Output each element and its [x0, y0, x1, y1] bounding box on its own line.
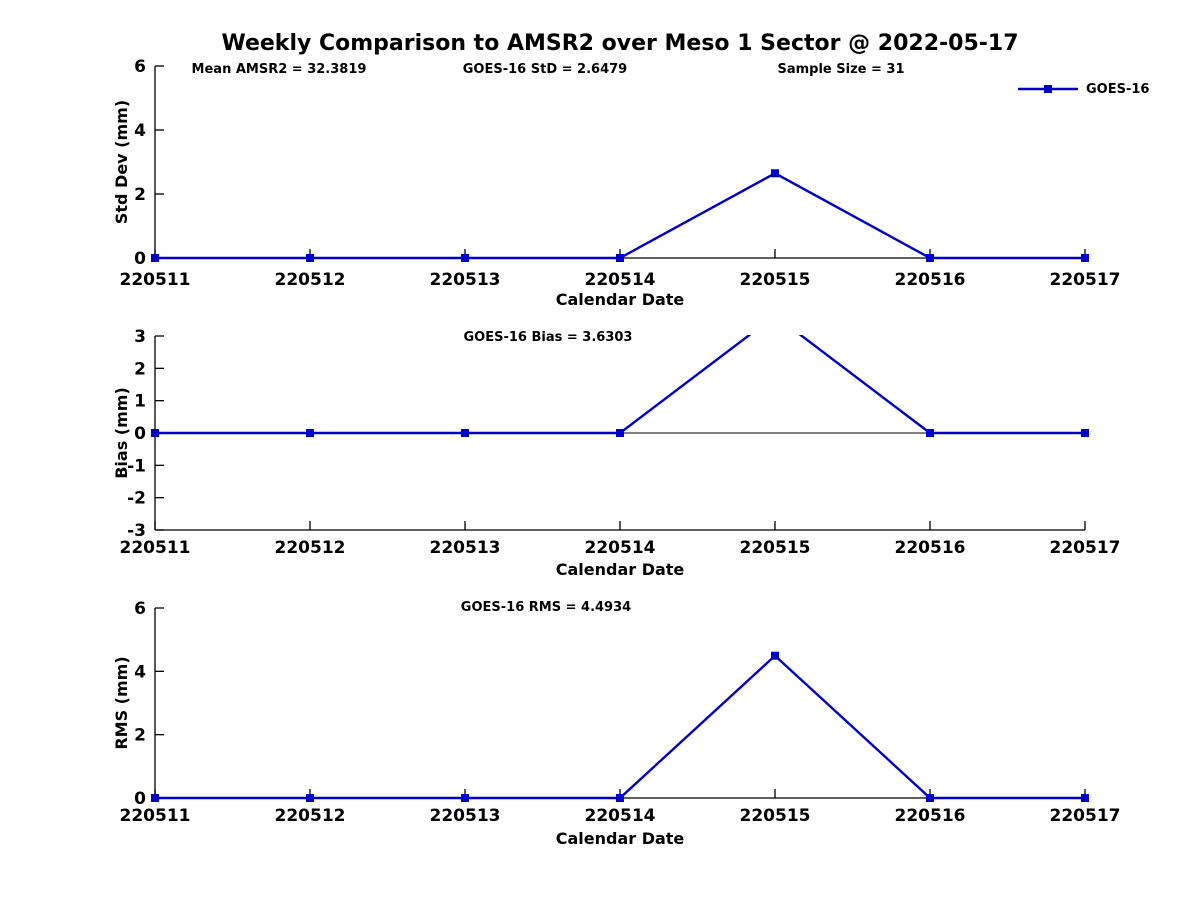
chart-panel-1: -3 -2 -1 0 1 2 3 220511 220512 220513 220514 220515…	[112, 327, 1121, 579]
y-tick-label: 2	[134, 359, 146, 379]
legend-label: GOES-16	[1086, 81, 1150, 97]
y-tick-label: 6	[134, 57, 146, 77]
x-axis-title: Calendar Date	[556, 560, 685, 579]
annotation: GOES-16 RMS = 4.4934	[461, 600, 631, 615]
data-marker	[151, 794, 159, 802]
x-tick-label: 220513	[430, 806, 501, 826]
y-tick-label: 1	[134, 392, 146, 412]
annotation: GOES-16 Bias = 3.6303	[464, 330, 633, 345]
data-marker	[1081, 254, 1089, 262]
y-tick-label: 6	[134, 599, 146, 619]
y-axis-title: Bias (mm)	[112, 387, 131, 479]
x-axis-title: Calendar Date	[556, 290, 685, 309]
data-marker	[926, 254, 934, 262]
y-tick-label: 0	[134, 789, 146, 809]
x-tick-label: 220514	[585, 270, 656, 290]
y-tick-label: -2	[127, 489, 146, 509]
chart-panel-2: 0 2 4 6 220511 220512 220513 220514 220515 220516…	[112, 599, 1120, 848]
data-marker	[616, 254, 624, 262]
chart-panel-0: 0 2 4 6 220511 220512 220513 220514 220515 220516…	[112, 57, 1120, 309]
figure-title: Weekly Comparison to AMSR2 over Meso 1 S…	[221, 31, 1019, 56]
x-tick-label: 220515	[740, 806, 811, 826]
x-tick-label: 220514	[585, 538, 656, 558]
x-tick-label: 220511	[120, 270, 191, 290]
annotation: Mean AMSR2 = 32.3819	[192, 62, 367, 77]
data-marker	[461, 254, 469, 262]
y-tick-label: 2	[134, 726, 146, 746]
x-tick-label: 220512	[275, 270, 346, 290]
series-line	[155, 171, 1085, 260]
x-axis-title: Calendar Date	[556, 829, 685, 848]
legend: GOES-16	[1017, 81, 1149, 97]
data-marker	[1081, 794, 1089, 802]
x-tick-label: 220517	[1050, 270, 1121, 290]
y-tick-label: -1	[127, 456, 146, 476]
y-tick-label: 3	[134, 327, 146, 347]
annotation: GOES-16 StD = 2.6479	[463, 62, 627, 77]
x-tick-label: 220512	[275, 538, 346, 558]
y-tick-label: 4	[134, 662, 146, 682]
data-marker	[306, 254, 314, 262]
x-tick-label: 220512	[275, 806, 346, 826]
x-tick-label: 220511	[120, 538, 191, 558]
x-tick-label: 220513	[430, 538, 501, 558]
data-marker	[151, 254, 159, 262]
x-tick-label: 220513	[430, 270, 501, 290]
data-marker	[771, 651, 779, 660]
y-tick-label: -3	[127, 521, 146, 541]
data-marker	[306, 429, 314, 437]
x-tick-label: 220511	[120, 806, 191, 826]
x-tick-label: 220516	[895, 538, 966, 558]
y-tick-label: 4	[134, 121, 146, 141]
x-tick-label: 220515	[740, 270, 811, 290]
series-line	[155, 654, 1085, 800]
y-tick-label: 0	[134, 424, 146, 444]
data-marker	[461, 429, 469, 437]
annotation: Sample Size = 31	[777, 62, 904, 77]
x-tick-label: 220514	[585, 806, 656, 826]
x-tick-label: 220516	[895, 806, 966, 826]
data-marker	[926, 429, 934, 437]
x-tick-label: 220516	[895, 270, 966, 290]
data-marker	[616, 794, 624, 802]
data-marker	[926, 794, 934, 802]
data-marker	[616, 429, 624, 437]
data-marker	[306, 794, 314, 802]
y-axis-title: Std Dev (mm)	[112, 100, 131, 224]
data-marker	[151, 429, 159, 437]
data-marker	[461, 794, 469, 802]
y-axis-title: RMS (mm)	[112, 656, 131, 749]
x-tick-label: 220517	[1050, 538, 1121, 558]
x-tick-label: 220515	[740, 538, 811, 558]
data-marker	[1081, 429, 1089, 437]
x-tick-label: 220517	[1050, 806, 1121, 826]
y-tick-label: 2	[134, 185, 146, 205]
y-tick-label: 0	[134, 249, 146, 269]
legend-line-marker-icon	[1018, 85, 1078, 93]
data-marker	[771, 169, 779, 178]
